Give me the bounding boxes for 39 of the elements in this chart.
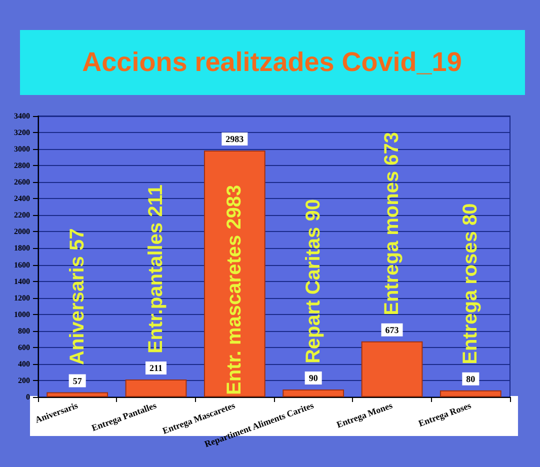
y-tick-label: 3400 (14, 112, 30, 120)
bar (204, 150, 266, 397)
data-label: 90 (308, 373, 318, 384)
annotation: Repart Caritas 90 (302, 199, 324, 364)
bar (440, 390, 502, 397)
annotation: Entr. mascaretes 2983 (224, 184, 246, 395)
data-label: 211 (149, 363, 163, 374)
annotation: Entrega mones 673 (381, 132, 403, 316)
y-tick-label: 1200 (14, 293, 30, 302)
y-tick-label: 3200 (14, 128, 30, 138)
y-tick-label: 400 (18, 359, 30, 368)
bar (361, 341, 423, 397)
data-label: 80 (466, 374, 476, 384)
data-label: 2983 (226, 134, 244, 144)
y-tick-label: 1400 (14, 276, 30, 286)
y-tick-label: 2200 (14, 210, 30, 220)
y-tick-label: 3000 (14, 144, 30, 154)
y-tick-label: 2400 (14, 194, 30, 204)
bar (46, 392, 108, 397)
data-label: 673 (385, 324, 400, 335)
y-tick-label: 2600 (14, 178, 30, 187)
x-tick-label: Entrega Roses (417, 400, 473, 429)
annotation: Aniversaris 57 (66, 228, 88, 365)
y-tick-label: 800 (18, 326, 30, 336)
bar (125, 380, 187, 397)
y-tick-label: 1600 (14, 260, 30, 270)
data-label: 57 (72, 376, 82, 386)
y-tick-label: 1000 (14, 310, 30, 319)
y-tick-label: 600 (18, 342, 30, 352)
bar (282, 390, 344, 397)
annotation: Entrega roses 80 (460, 203, 482, 364)
x-tick-label: Entrega Mones (335, 400, 394, 430)
chart-title: Accions realitzades Covid_19 (82, 47, 462, 77)
y-tick-label: 200 (18, 376, 30, 385)
annotation: Entr.pantalles 211 (145, 184, 167, 354)
y-tick-label: 0 (26, 392, 30, 402)
y-tick-label: 1800 (14, 244, 30, 253)
y-tick-label: 2800 (14, 161, 30, 170)
y-tick-label: 2000 (14, 227, 30, 236)
